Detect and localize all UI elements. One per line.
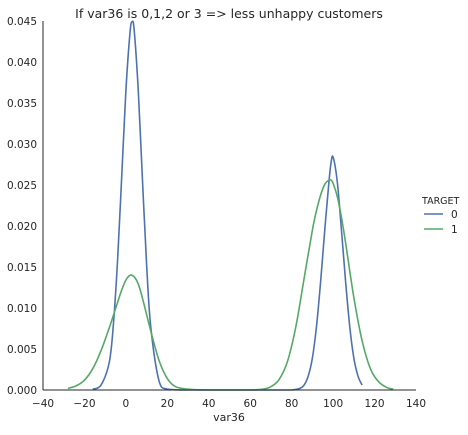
y-tick-label: 0.025 <box>7 180 37 192</box>
x-tick-label: 60 <box>244 398 257 410</box>
legend-label: 1 <box>451 224 458 236</box>
legend-label: 0 <box>451 209 458 221</box>
y-tick-label: 0.045 <box>7 16 37 28</box>
series-line-0 <box>92 20 363 391</box>
legend-title: TARGET <box>421 196 460 207</box>
x-tick-label: 0 <box>123 398 130 410</box>
plot-area <box>67 20 394 391</box>
y-tick-label: 0.015 <box>7 262 37 274</box>
legend: TARGET 01 <box>421 196 460 236</box>
x-tick-label: 40 <box>202 398 215 410</box>
x-axis: −40 −20 0 20 40 60 80 100 120 140 <box>32 398 426 410</box>
x-tick-label: 20 <box>161 398 174 410</box>
x-tick-label: 100 <box>323 398 343 410</box>
y-tick-label: 0.005 <box>7 344 37 356</box>
y-tick-label: 0.020 <box>7 221 37 233</box>
y-tick-label: 0.030 <box>7 139 37 151</box>
x-tick-label: −20 <box>73 398 95 410</box>
x-tick-label: 80 <box>285 398 298 410</box>
x-axis-label: var36 <box>213 411 245 424</box>
y-axis: 0.000 0.005 0.010 0.015 0.020 0.025 0.030 0.035… <box>7 16 37 397</box>
y-tick-label: 0.000 <box>7 385 37 397</box>
chart-title: If var36 is 0,1,2 or 3 => less unhappy c… <box>75 6 383 21</box>
y-tick-label: 0.010 <box>7 303 37 315</box>
legend-items: 01 <box>424 209 458 236</box>
y-tick-label: 0.040 <box>7 57 37 69</box>
x-tick-label: −40 <box>32 398 54 410</box>
series-line-1 <box>67 178 394 391</box>
x-tick-label: 120 <box>365 398 385 410</box>
x-tick-label: 140 <box>406 398 426 410</box>
y-tick-label: 0.035 <box>7 98 37 110</box>
